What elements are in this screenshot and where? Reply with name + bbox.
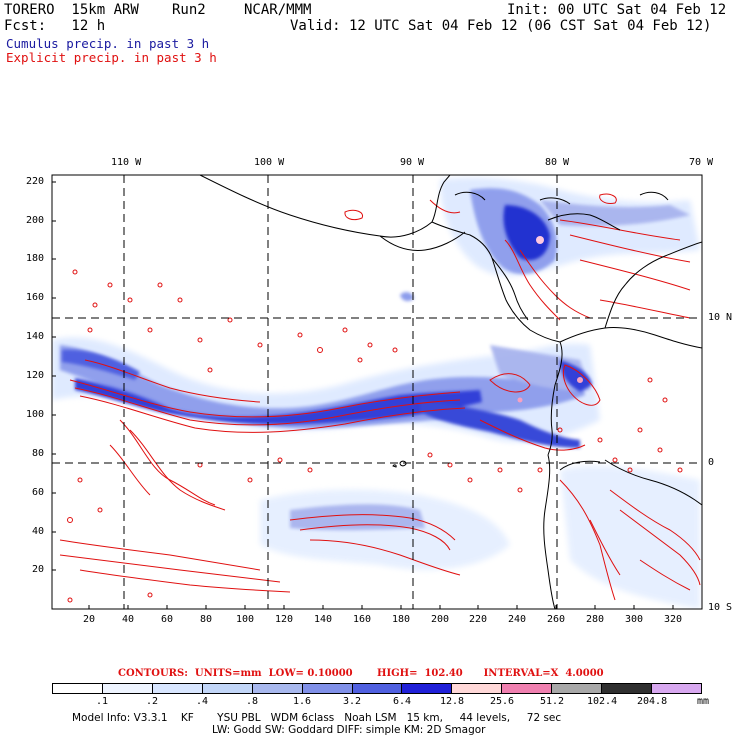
y-tick: 40	[32, 526, 45, 537]
colorbar-swatch	[53, 684, 102, 693]
colorbar-swatch	[301, 684, 352, 693]
forecast-hour: Fcst: 12 h	[4, 18, 106, 34]
lon-label-80w: 80 W	[545, 157, 570, 168]
model-info: Model Info: V3.3.1 KF YSU PBL WDM 6class…	[72, 712, 562, 724]
colorbar-label: 12.8	[439, 696, 465, 707]
colorbar-label: .1	[95, 696, 109, 707]
colorbar-swatch	[401, 684, 452, 693]
x-tick: 240	[508, 614, 527, 625]
x-tick: 120	[275, 614, 294, 625]
colorbar	[52, 683, 702, 694]
x-tick: 80	[200, 614, 213, 625]
colorbar-label: .4	[195, 696, 209, 707]
colorbar-swatch	[651, 684, 701, 693]
x-tick: 320	[664, 614, 683, 625]
colorbar-swatch	[151, 684, 202, 693]
y-tick: 120	[26, 370, 45, 381]
x-tick: 20	[83, 614, 96, 625]
y-tick: 160	[26, 292, 45, 303]
colorbar-label: 102.4	[587, 696, 618, 707]
colorbar-swatch	[501, 684, 552, 693]
colorbar-swatch	[201, 684, 252, 693]
physics-info: LW: Godd SW: Goddard DIFF: simple KM: 2D…	[212, 724, 486, 736]
init-time: Init: 00 UTC Sat 04 Feb 12	[507, 2, 727, 18]
colorbar-swatch	[101, 684, 152, 693]
lon-label-110w: 110 W	[111, 157, 142, 168]
lat-lon-grid	[52, 175, 702, 609]
colorbar-label: 1.6	[292, 696, 312, 707]
lat-label-10n: 10 N	[708, 312, 733, 323]
x-tick: 220	[469, 614, 488, 625]
x-tick: 140	[314, 614, 333, 625]
cumulus-legend: Cumulus precip. in past 3 h	[6, 36, 210, 51]
colorbar-label: 25.6	[489, 696, 515, 707]
precip-field	[52, 175, 702, 609]
colorbar-label: 204.8	[637, 696, 668, 707]
axis-ticks	[52, 181, 674, 609]
y-tick: 220	[26, 176, 45, 187]
colorbar-swatch	[601, 684, 652, 693]
x-tick: 280	[586, 614, 605, 625]
x-tick: 40	[122, 614, 135, 625]
plot-frame	[51, 174, 703, 610]
colorbar-label: .8	[245, 696, 259, 707]
y-tick: 80	[32, 448, 45, 459]
colorbar-label: 51.2	[539, 696, 565, 707]
y-tick: 20	[32, 564, 45, 575]
lon-label-70w: 70 W	[689, 157, 714, 168]
lat-label-10s: 10 S	[708, 602, 733, 613]
colorbar-swatch	[351, 684, 402, 693]
lon-label-100w: 100 W	[254, 157, 285, 168]
colorbar-swatch	[551, 684, 602, 693]
model-title: TORERO 15km ARW	[4, 2, 139, 18]
explicit-legend: Explicit precip. in past 3 h	[6, 50, 217, 65]
y-tick: 200	[26, 215, 45, 226]
lat-label-0: 0	[708, 457, 715, 468]
colorbar-swatch	[251, 684, 302, 693]
colorbar-swatch	[451, 684, 502, 693]
colorbar-unit: mm	[697, 696, 710, 707]
x-tick: 60	[161, 614, 174, 625]
y-tick: 60	[32, 487, 45, 498]
colorbar-label: 3.2	[342, 696, 362, 707]
org-label: NCAR/MMM	[244, 2, 312, 18]
y-tick: 180	[26, 253, 45, 264]
colorbar-label: 6.4	[392, 696, 412, 707]
x-tick: 160	[353, 614, 372, 625]
x-tick: 180	[392, 614, 411, 625]
x-tick: 260	[547, 614, 566, 625]
x-tick: 200	[431, 614, 450, 625]
colorbar-label: .2	[145, 696, 159, 707]
valid-time: Valid: 12 UTC Sat 04 Feb 12 (06 CST Sat …	[290, 18, 712, 34]
y-tick: 140	[26, 331, 45, 342]
run-label: Run2	[172, 2, 206, 18]
x-tick: 100	[236, 614, 255, 625]
contour-info: CONTOURS: UNITS=mm LOW= 0.10000 HIGH= 10…	[118, 668, 604, 679]
x-tick: 300	[625, 614, 644, 625]
y-tick: 100	[26, 409, 45, 420]
lon-label-90w: 90 W	[400, 157, 425, 168]
